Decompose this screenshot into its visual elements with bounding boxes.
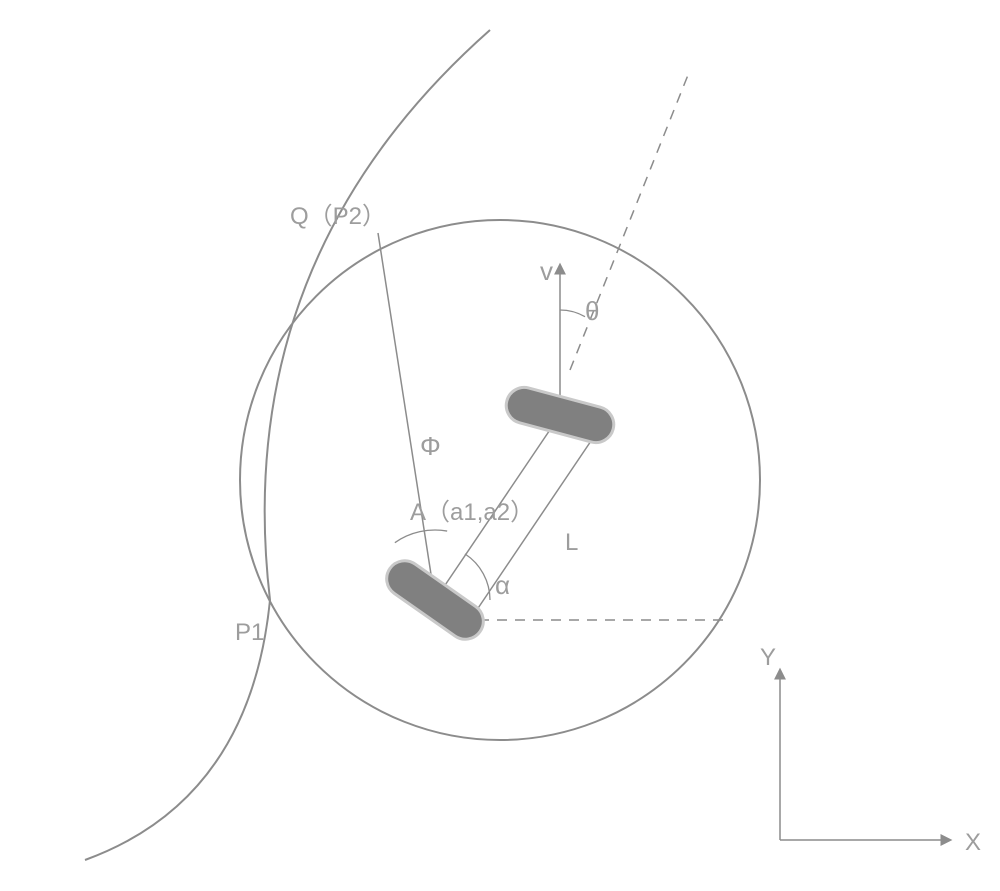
alpha-angle-arc xyxy=(465,554,490,600)
rear-wheel xyxy=(380,554,491,647)
label-P1: P1 xyxy=(235,619,264,646)
label-L: L xyxy=(565,529,578,556)
label-alpha: α xyxy=(495,570,510,600)
label-Q: Q（P2） xyxy=(290,203,386,230)
lookahead-circle xyxy=(240,220,760,740)
label-phi: Φ xyxy=(420,431,441,461)
theta-angle-arc xyxy=(560,310,585,317)
phi-angle-arc xyxy=(395,530,447,543)
label-A: A（a1,a2） xyxy=(410,499,534,526)
label-Y-axis: Y xyxy=(760,644,776,671)
label-X-axis: X xyxy=(965,829,981,856)
rear-to-Q-line xyxy=(378,233,435,600)
label-v: v xyxy=(540,256,553,286)
label-theta: θ xyxy=(585,296,599,326)
